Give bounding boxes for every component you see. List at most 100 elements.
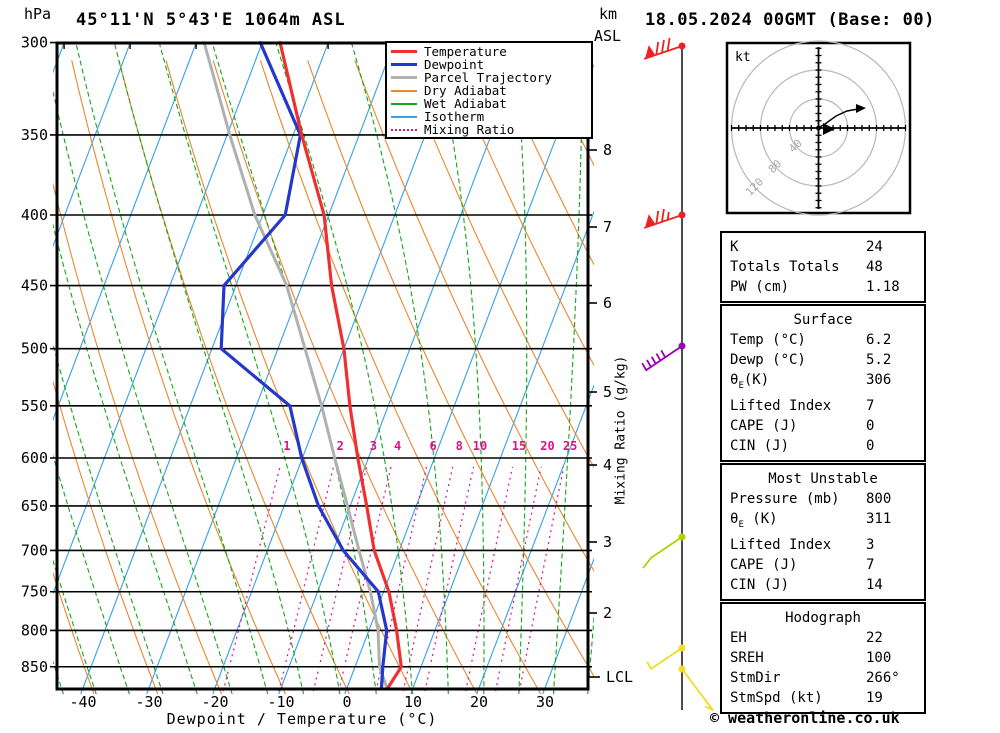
km-tick-label: 6 bbox=[603, 294, 612, 312]
pressure-tick-label: 700 bbox=[21, 541, 48, 559]
temperature-curve bbox=[278, 41, 403, 690]
panel-row-label: K bbox=[730, 239, 739, 255]
legend-line-sample bbox=[391, 76, 417, 79]
page-title: 45°11'N 5°43'E 1064m ASL bbox=[76, 10, 346, 30]
altitude-axis-unit-km: km bbox=[599, 5, 618, 23]
legend-item-wet-adiabat: Wet Adiabat bbox=[391, 97, 591, 110]
legend-line-sample bbox=[391, 102, 417, 105]
legend: Temperature Dewpoint Parcel Trajectory Dry … bbox=[385, 41, 593, 139]
panel-row-label: CAPE (J) bbox=[730, 417, 798, 434]
km-tick-label: 2 bbox=[603, 604, 612, 622]
pressure-tick-label: 550 bbox=[21, 397, 48, 415]
dewpoint-curve bbox=[219, 41, 389, 690]
panel-row: Lifted Index 7 bbox=[730, 396, 916, 416]
panel-row: EH 22 bbox=[730, 628, 916, 648]
panel-row: CIN (J) 0 bbox=[730, 436, 916, 456]
panel-row-label: θE (K) bbox=[730, 510, 778, 530]
svg-text:4: 4 bbox=[394, 439, 401, 453]
panel-row-value: 19 bbox=[866, 689, 883, 706]
lcl-label: LCL bbox=[606, 668, 633, 686]
legend-item-parcel-trajectory: Parcel Trajectory bbox=[391, 71, 591, 84]
legend-item-label: Dewpoint bbox=[424, 57, 485, 72]
panel-title: Hodograph bbox=[785, 609, 861, 626]
panel-row-value: 0 bbox=[866, 437, 875, 454]
panel-row-value: 48 bbox=[866, 259, 883, 275]
panel-row-value: 1.18 bbox=[866, 279, 900, 295]
panel-title: Surface bbox=[793, 312, 853, 328]
panel-row-value: 7 bbox=[866, 556, 875, 573]
panel-row-value: 24 bbox=[866, 239, 883, 255]
pressure-tick-label: 350 bbox=[21, 126, 48, 144]
panel-row-label: SREH bbox=[730, 649, 764, 666]
legend-item-label: Parcel Trajectory bbox=[424, 70, 552, 85]
panel-row-value: 14 bbox=[866, 576, 883, 593]
panel-row-value: 6.2 bbox=[866, 332, 892, 348]
legend-line-sample bbox=[391, 63, 417, 66]
panel-row-value: 3 bbox=[866, 536, 875, 553]
legend-item-isotherm: Isotherm bbox=[391, 110, 591, 123]
wind-barb-column bbox=[641, 37, 714, 712]
panel-row-label: Dewp (°C) bbox=[730, 352, 806, 368]
stats-panels: K 24 Totals Totals 48 PW (cm) 1.18 Surface Temp… bbox=[720, 231, 926, 715]
panel-row-label: Temp (°C) bbox=[730, 332, 806, 348]
storm-motion-marker bbox=[823, 123, 835, 135]
panel-row: Dewp (°C) 5.2 bbox=[730, 350, 916, 370]
legend-item-dry-adiabat: Dry Adiabat bbox=[391, 84, 591, 97]
pressure-tick-label: 450 bbox=[21, 277, 48, 295]
copyright-text: © weatheronline.co.uk bbox=[710, 709, 900, 727]
svg-text:2: 2 bbox=[337, 439, 344, 453]
temp-tick-label: -30 bbox=[135, 693, 162, 711]
wind-barb bbox=[641, 342, 686, 372]
wind-barb bbox=[642, 533, 686, 569]
stats-panel-hodograph: Hodograph EH 22 SREH 100 StmDir 266° StmSpd (kt… bbox=[720, 601, 926, 714]
panel-row-label: StmSpd (kt) bbox=[730, 689, 823, 706]
legend-line-sample bbox=[391, 128, 417, 131]
wind-barb bbox=[646, 644, 686, 671]
panel-row-value: 306 bbox=[866, 372, 892, 388]
panel-row: θE(K) 306 bbox=[730, 370, 916, 396]
svg-text:20: 20 bbox=[540, 439, 554, 453]
plot-border bbox=[55, 41, 590, 691]
panel-row: K 24 bbox=[730, 237, 916, 257]
mixing-ratio-labels: 1 2 3 4 6 8 10 15 20 25 bbox=[283, 439, 577, 453]
temp-tick-label: 30 bbox=[536, 693, 554, 711]
km-tick-label: 5 bbox=[603, 383, 612, 401]
wind-barb bbox=[643, 208, 686, 229]
panel-row-label: CAPE (J) bbox=[730, 556, 798, 573]
altitude-axis: 8 7 6 5 4 3 2 LCL bbox=[588, 141, 633, 686]
svg-text:15: 15 bbox=[512, 439, 526, 453]
svg-text:8: 8 bbox=[456, 439, 463, 453]
wind-barb bbox=[678, 665, 714, 712]
skewt-background bbox=[53, 43, 594, 694]
panel-row-label: CIN (J) bbox=[730, 437, 790, 454]
pressure-tick-label: 750 bbox=[21, 583, 48, 601]
panel-row-label: Pressure (mb) bbox=[730, 490, 840, 507]
pressure-tick-label: 650 bbox=[21, 497, 48, 515]
panel-row: Temp (°C) 6.2 bbox=[730, 330, 916, 350]
temp-tick-label: 0 bbox=[342, 693, 351, 711]
mixing-ratio-axis-label: Mixing Ratio (g/kg) bbox=[613, 355, 629, 505]
pressure-tick-label: 600 bbox=[21, 449, 48, 467]
temp-tick-label: 20 bbox=[470, 693, 488, 711]
legend-item-label: Wet Adiabat bbox=[424, 96, 507, 111]
panel-row: Pressure (mb) 800 bbox=[730, 489, 916, 509]
panel-row: StmSpd (kt) 19 bbox=[730, 688, 916, 708]
km-tick-label: 7 bbox=[603, 218, 612, 236]
temp-tick-label: -40 bbox=[69, 693, 96, 711]
legend-line-sample bbox=[391, 89, 417, 92]
svg-text:3: 3 bbox=[370, 439, 377, 453]
temperature-axis-label: Dewpoint / Temperature (°C) bbox=[166, 710, 438, 728]
panel-row-value: 7 bbox=[866, 397, 875, 414]
panel-row-value: 100 bbox=[866, 649, 892, 666]
pressure-tick-label: 500 bbox=[21, 340, 48, 358]
run-date-title: 18.05.2024 00GMT (Base: 00) bbox=[645, 10, 935, 30]
svg-text:10: 10 bbox=[473, 439, 487, 453]
panel-row: Lifted Index 3 bbox=[730, 535, 916, 555]
km-tick-label: 3 bbox=[603, 533, 612, 551]
panel-row: SREH 100 bbox=[730, 648, 916, 668]
wind-barb bbox=[643, 37, 686, 60]
panel-row: CAPE (J) 0 bbox=[730, 416, 916, 436]
legend-item-mixing-ratio: Mixing Ratio bbox=[391, 123, 591, 136]
